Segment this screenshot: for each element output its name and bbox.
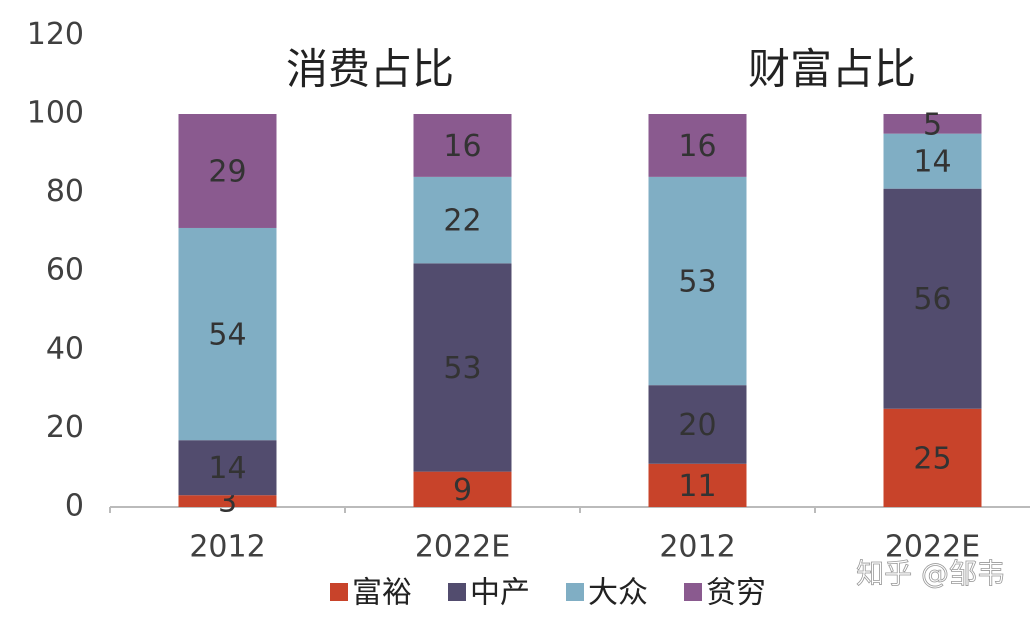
y-tick-label: 0 — [65, 489, 84, 524]
data-label: 14 — [913, 145, 951, 180]
bar-segment — [413, 263, 512, 472]
legend-label: 富裕 — [352, 576, 412, 611]
bar-segment — [178, 495, 277, 507]
data-label: 22 — [443, 204, 481, 239]
y-tick-label: 120 — [27, 17, 84, 52]
legend-swatch — [448, 583, 466, 601]
bar-segment — [178, 227, 277, 441]
x-tick-label: 2012 — [189, 530, 265, 565]
data-label: 25 — [913, 441, 951, 476]
y-tick-label: 20 — [46, 410, 84, 445]
legend-swatch — [684, 583, 702, 601]
x-tick-label: 2022E — [885, 530, 980, 565]
data-label: 54 — [208, 318, 246, 353]
bar-segment — [648, 463, 747, 507]
x-tick-label: 2012 — [659, 530, 735, 565]
bar-segment — [648, 114, 747, 177]
annotation: 财富占比 — [748, 45, 916, 94]
bar-segment — [648, 176, 747, 386]
legend-swatch — [566, 583, 584, 601]
x-tick-label: 2022E — [415, 530, 510, 565]
y-tick-label: 60 — [46, 253, 84, 288]
bar-segment — [648, 385, 747, 464]
data-label: 53 — [678, 265, 716, 300]
bar-segment — [883, 408, 982, 507]
bar-segment — [883, 114, 982, 134]
y-tick-label: 100 — [27, 96, 84, 131]
data-label: 29 — [208, 154, 246, 189]
data-label: 53 — [443, 351, 481, 386]
data-label: 16 — [443, 129, 481, 164]
data-label: 5 — [923, 107, 942, 142]
data-label: 56 — [913, 282, 951, 317]
legend-label: 中产 — [470, 576, 530, 611]
bar-segment — [883, 188, 982, 409]
y-tick-label: 80 — [46, 174, 84, 209]
data-label: 16 — [678, 129, 716, 164]
legend-label: 大众 — [588, 576, 648, 611]
data-label: 11 — [678, 469, 716, 504]
y-tick-label: 40 — [46, 331, 84, 366]
data-label: 9 — [453, 473, 472, 508]
bar-segment — [883, 133, 982, 189]
watermark: 知乎 @邹韦 — [856, 557, 1005, 590]
bar-segment — [413, 176, 512, 264]
legend-label: 贫穷 — [706, 576, 766, 611]
annotation: 消费占比 — [286, 45, 454, 94]
data-label: 20 — [678, 408, 716, 443]
legend-swatch — [330, 583, 348, 601]
data-label: 14 — [208, 451, 246, 486]
bar-segment — [178, 440, 277, 496]
bar-segment — [413, 114, 512, 177]
bar-segment — [178, 114, 277, 228]
bar-segment — [413, 471, 512, 507]
